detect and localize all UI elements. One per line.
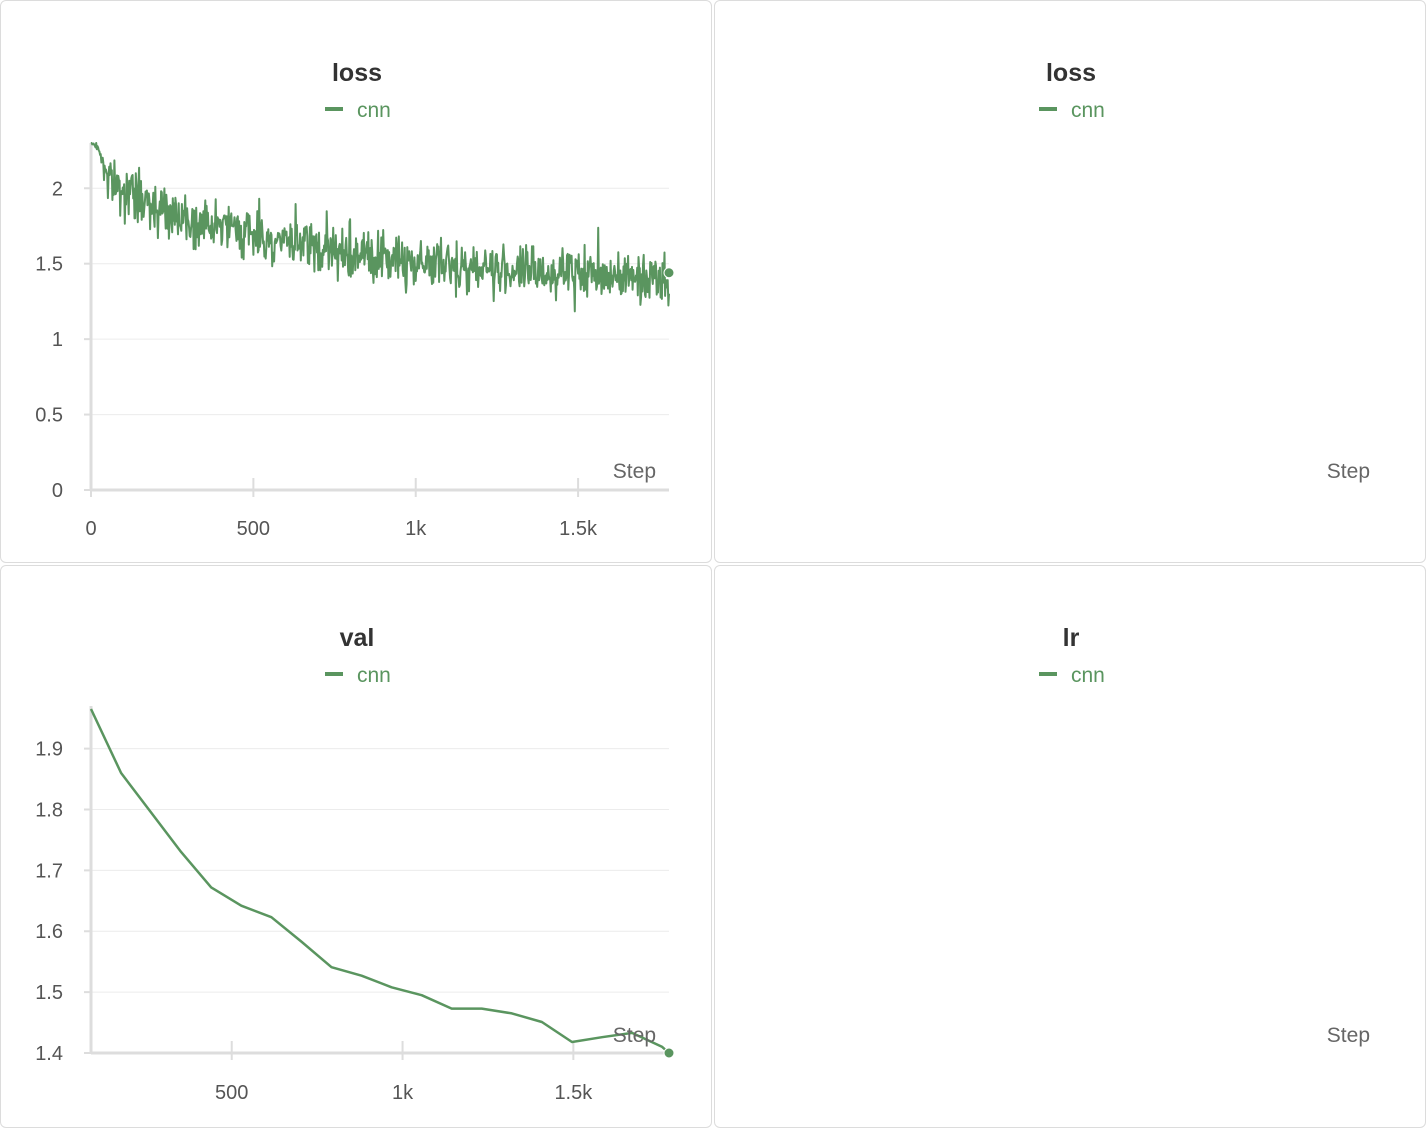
x-tick-label: 1.5k [559, 518, 598, 540]
chart-title: loss [1046, 59, 1096, 87]
legend-label: cnn [357, 664, 391, 687]
series-line [89, 708, 670, 1054]
y-tick-label: 1 [52, 329, 63, 351]
x-tick-label: 1k [392, 1082, 414, 1104]
x-tick-label: 1.5k [554, 1082, 593, 1104]
last-point-marker [663, 267, 675, 279]
y-tick-label: 2 [52, 178, 63, 200]
x-axis-label: Step [1327, 1024, 1370, 1047]
chart-svg: loss cnn 0 0.5 1 1.5 2 0 500 1k 1.5k Step [35, 59, 675, 540]
y-tick-label: 1.4 [35, 1043, 63, 1065]
y-tick-label: 1.6 [35, 921, 63, 943]
x-tick-label: 500 [237, 518, 270, 540]
chart-title: lr [1063, 624, 1080, 652]
y-tick-label: 1.8 [35, 799, 63, 821]
y-tick-label: 0.5 [35, 405, 63, 427]
x-axis-label: Step [613, 1024, 656, 1047]
x-axis-label: Step [1327, 460, 1370, 483]
y-tick-label: 0 [52, 480, 63, 502]
legend-label: cnn [1071, 99, 1105, 122]
chart-svg: val cnn 1.4 1.5 1.6 1.7 1.8 1.9 500 1k 1.5k Step [35, 624, 675, 1104]
series-line-raw [90, 142, 670, 313]
chart-svg: lrcnn05e-50.00011.5e-40.000205001k1.5kSt… [1039, 624, 1370, 1047]
chart-panel-loss-raw[interactable]: loss cnn 0 0.5 1 1.5 2 0 500 1k 1.5k Step [0, 0, 712, 563]
last-point-marker [663, 1047, 675, 1059]
y-tick-label: 1.9 [35, 739, 63, 761]
chart-title: val [340, 624, 375, 652]
x-tick-label: 0 [85, 518, 96, 540]
x-tick-label: 1k [405, 518, 427, 540]
x-tick-label: 500 [215, 1082, 248, 1104]
y-tick-label: 1.7 [35, 860, 63, 882]
chart-title: loss [332, 59, 382, 87]
legend-label: cnn [357, 99, 391, 122]
legend-label: cnn [1071, 664, 1105, 687]
chart-panel-val[interactable]: val cnn 1.4 1.5 1.6 1.7 1.8 1.9 500 1k 1.5k Step [0, 565, 712, 1128]
y-tick-label: 1.5 [35, 982, 63, 1004]
y-tick-label: 1.5 [35, 254, 63, 276]
x-axis-label: Step [613, 460, 656, 483]
chart-panel-lr[interactable]: lrcnn05e-50.00011.5e-40.000205001k1.5kSt… [714, 565, 1426, 1128]
